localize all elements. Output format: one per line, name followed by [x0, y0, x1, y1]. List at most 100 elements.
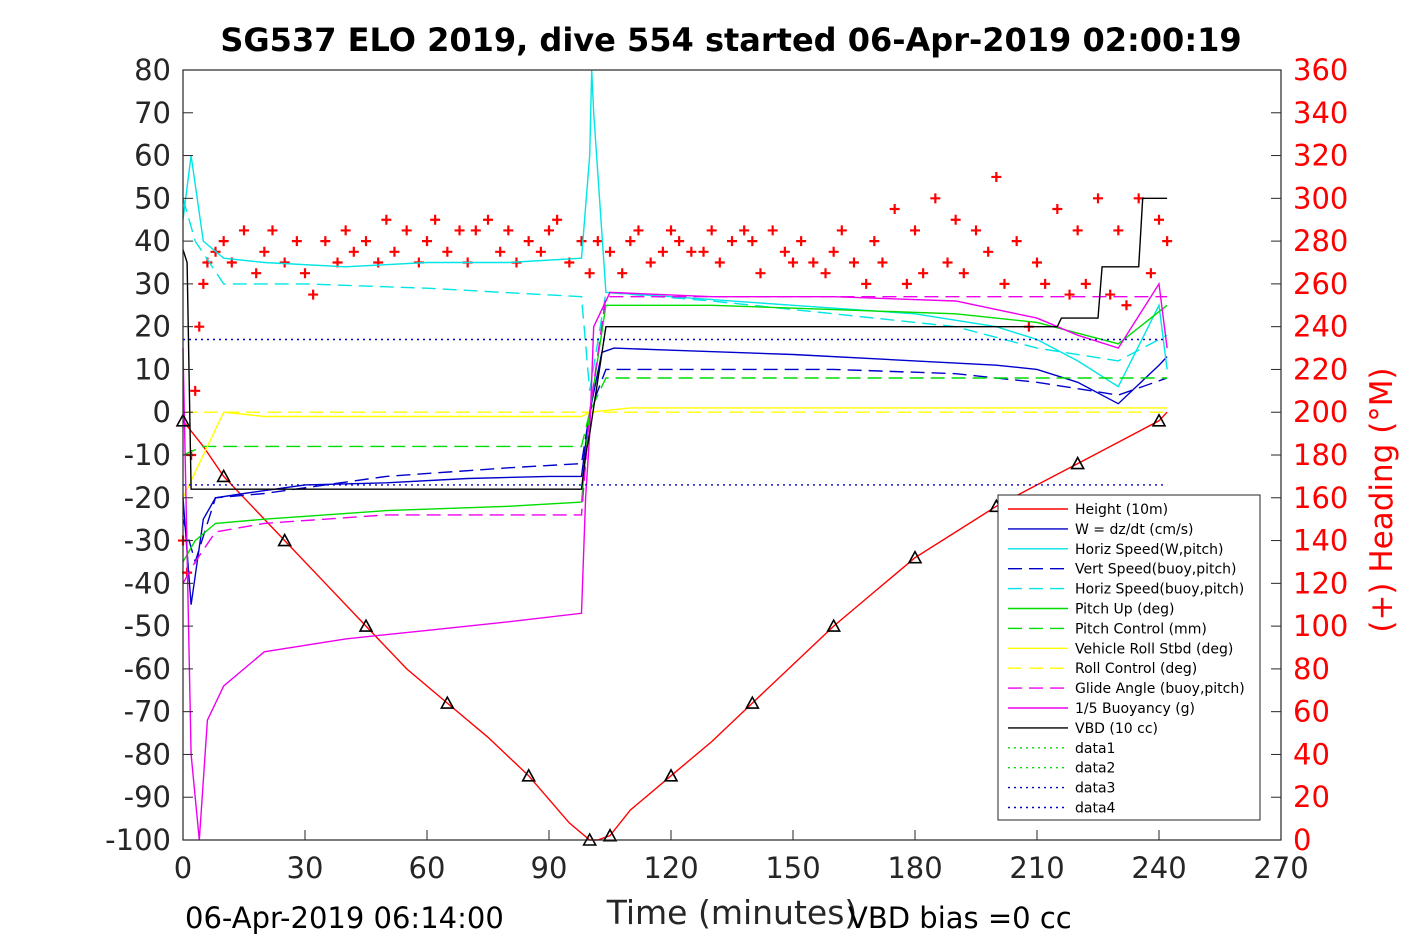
height-marker — [602, 828, 618, 842]
heading-marker — [877, 257, 888, 268]
heading-marker — [1093, 193, 1103, 204]
bottom-tick-label: 150 — [765, 851, 820, 885]
heading-marker — [820, 268, 831, 279]
series-line-9 — [182, 296, 1168, 584]
heading-marker — [633, 225, 644, 236]
heading-marker — [714, 257, 725, 268]
heading-marker — [971, 225, 981, 236]
legend-entry: Roll Control (deg) — [1075, 661, 1197, 677]
heading-marker — [320, 236, 331, 247]
left-tick-label: -90 — [124, 780, 171, 814]
left-tick-label: 50 — [134, 181, 171, 215]
heading-marker — [1080, 278, 1091, 289]
heading-marker — [1113, 225, 1124, 236]
series-layer — [175, 69, 1168, 846]
bottom-tick-label: 180 — [887, 851, 942, 885]
heading-marker — [267, 225, 278, 236]
heading-marker — [950, 214, 961, 225]
series-line-1 — [182, 347, 1168, 605]
heading-marker — [218, 236, 229, 247]
legend-entry: Height (10m) — [1075, 502, 1168, 518]
heading-marker — [645, 257, 656, 268]
heading-marker — [584, 268, 595, 279]
heading-marker — [983, 246, 994, 257]
legend-entry: W = dz/dt (cm/s) — [1075, 522, 1194, 538]
heading-marker — [1064, 289, 1075, 300]
heading-marker — [999, 278, 1010, 289]
series-line-2 — [182, 69, 1168, 388]
footer-date: 06-Apr-2019 06:14:00 — [185, 901, 504, 935]
legend-entry: Glide Angle (buoy,pitch) — [1075, 681, 1245, 697]
heading-marker — [495, 246, 506, 257]
heading-marker — [442, 246, 453, 257]
bottom-axis: 0 30 60 90 120 150 180 210 240 270 — [174, 830, 1309, 885]
heading-marker — [1121, 300, 1132, 311]
heading-marker — [755, 268, 766, 279]
heading-marker — [552, 214, 563, 225]
legend-entry: Vert Speed(buoy,pitch) — [1075, 562, 1237, 578]
heading-marker — [259, 246, 270, 257]
x-axis-label: Time (minutes) — [606, 893, 858, 932]
left-tick-label: -20 — [124, 481, 171, 515]
heading-marker — [361, 236, 371, 247]
heading-marker — [592, 236, 603, 247]
height-marker — [663, 768, 679, 782]
left-tick-label: 70 — [134, 96, 171, 130]
heading-marker — [535, 246, 546, 257]
right-tick-label: 20 — [1293, 780, 1330, 814]
heading-marker — [348, 246, 359, 257]
right-tick-label: 360 — [1293, 53, 1348, 87]
left-tick-label: -10 — [124, 438, 171, 472]
heading-marker — [430, 214, 441, 225]
height-marker — [744, 695, 760, 709]
heading-marker — [727, 236, 737, 247]
height-marker — [216, 468, 232, 483]
heading-marker — [889, 204, 900, 215]
bottom-tick-label: 270 — [1253, 851, 1308, 885]
bottom-tick-label: 0 — [174, 851, 192, 885]
legend-entry: 1/5 Buoyancy (g) — [1075, 701, 1195, 717]
left-tick-label: -80 — [124, 737, 171, 771]
right-tick-label: 240 — [1293, 310, 1348, 344]
legend-entry: Pitch Control (mm) — [1075, 621, 1207, 637]
heading-marker — [788, 257, 798, 268]
heading-marker — [291, 236, 302, 247]
height-marker — [358, 618, 374, 632]
heading-marker — [767, 225, 778, 236]
heading-marker — [194, 321, 205, 332]
left-tick-label: 60 — [134, 139, 171, 173]
heading-marker — [470, 225, 481, 236]
heading-marker — [401, 225, 412, 236]
left-axis: 80 70 60 50 40 30 20 10 0 -10 -20 -30 -40 -50 -60 -70 -8… — [105, 53, 193, 857]
series-line-4 — [182, 198, 1168, 391]
left-tick-label: -40 — [124, 566, 171, 600]
legend-entry: data4 — [1075, 801, 1116, 817]
height-marker — [521, 768, 537, 782]
height-marker — [907, 549, 923, 564]
right-tick-label: 300 — [1293, 181, 1348, 215]
heading-marker — [739, 225, 750, 236]
heading-marker — [657, 246, 668, 257]
legend: Height (10m) W = dz/dt (cm/s) Horiz Speed(… — [997, 494, 1261, 821]
right-axis: 3603403203002802602402202001801601401201… — [1271, 53, 1348, 857]
left-tick-label: -50 — [124, 609, 171, 643]
heading-layer — [178, 171, 1173, 578]
heading-marker — [340, 225, 351, 236]
heading-marker — [686, 246, 697, 257]
height-marker — [277, 532, 293, 547]
right-tick-label: 40 — [1293, 737, 1330, 771]
left-tick-label: 20 — [134, 310, 171, 344]
legend-items: Height (10m) W = dz/dt (cm/s) Horiz Speed(… — [1008, 502, 1245, 817]
heading-marker — [674, 236, 685, 247]
heading-marker — [796, 236, 807, 247]
right-tick-label: 280 — [1293, 224, 1348, 258]
chart-title: SG537 ELO 2019, dive 554 started 06-Apr-… — [220, 21, 1241, 59]
heading-marker — [373, 257, 384, 268]
heading-marker — [1032, 257, 1042, 268]
height-marker — [1151, 413, 1167, 427]
heading-marker — [1011, 236, 1022, 247]
heading-marker — [422, 236, 432, 247]
right-tick-label: 60 — [1293, 695, 1330, 729]
heading-marker — [544, 225, 554, 236]
left-tick-label: 40 — [134, 224, 171, 258]
